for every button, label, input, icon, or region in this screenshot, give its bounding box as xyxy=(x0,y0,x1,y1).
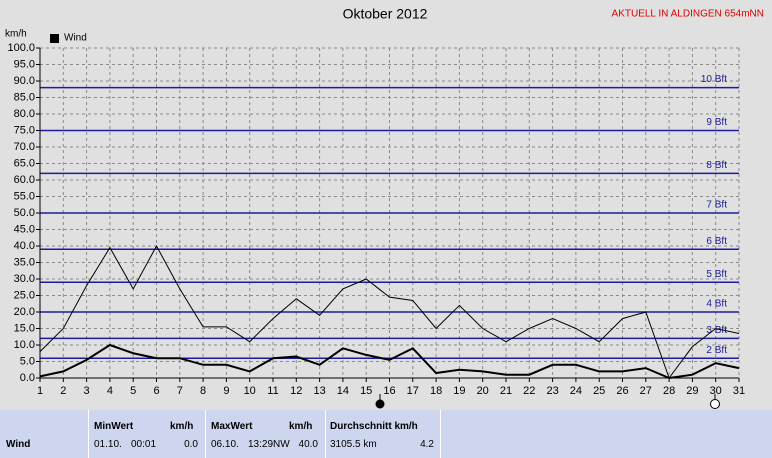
chart: Oktober 2012 AKTUELL IN ALDINGEN 654mNN … xyxy=(5,6,764,409)
x-tick-label: 6 xyxy=(153,385,159,397)
beaufort-label: 4 Bft xyxy=(706,299,727,310)
y-tick-label: 45.0 xyxy=(14,223,35,235)
table-cell: 0.0 xyxy=(184,439,198,450)
x-tick-label: 13 xyxy=(313,385,325,397)
table-separator xyxy=(205,410,206,458)
y-tick-label: 25.0 xyxy=(14,289,35,301)
y-tick-label: 95.0 xyxy=(14,58,35,70)
y-tick-label: 0.0 xyxy=(20,372,35,384)
x-tick-label: 16 xyxy=(383,385,395,397)
x-tick-label: 15 xyxy=(360,385,372,397)
row-label: Wind xyxy=(6,439,31,450)
x-tick-label: 14 xyxy=(337,385,349,397)
y-tick-label: 30.0 xyxy=(14,273,35,285)
y-tick-label: 90.0 xyxy=(14,75,35,87)
stats-table: MinWert km/h MaxWert km/h Durchschnitt k… xyxy=(0,410,772,458)
x-tick-label: 18 xyxy=(430,385,442,397)
new-moon-icon xyxy=(710,399,720,409)
table-cell: 4.2 xyxy=(420,439,434,450)
x-tick-label: 24 xyxy=(570,385,582,397)
beaufort-label: 7 Bft xyxy=(706,200,727,211)
full-moon-icon xyxy=(375,399,385,409)
y-tick-label: 75.0 xyxy=(14,124,35,136)
y-axis-label: km/h xyxy=(5,29,27,40)
x-tick-label: 10 xyxy=(244,385,256,397)
table-cell: 01.10. xyxy=(94,439,122,450)
x-tick-label: 8 xyxy=(200,385,206,397)
chart-title: Oktober 2012 xyxy=(343,6,428,22)
y-tick-label: 20.0 xyxy=(14,306,35,318)
x-tick-label: 5 xyxy=(130,385,136,397)
x-tick-label: 19 xyxy=(453,385,465,397)
y-tick-label: 65.0 xyxy=(14,157,35,169)
table-cell: 00:01 xyxy=(131,439,157,450)
x-tick-label: 17 xyxy=(407,385,419,397)
y-tick-label: 100.0 xyxy=(7,42,35,54)
table-header: km/h xyxy=(170,421,194,432)
legend-swatch xyxy=(50,34,59,43)
x-tick-label: 25 xyxy=(593,385,605,397)
table-cell: 13:29NW xyxy=(248,439,290,450)
y-tick-label: 5.0 xyxy=(20,355,35,367)
x-tick-label: 27 xyxy=(640,385,652,397)
table-separator xyxy=(440,410,441,458)
beaufort-label: 10 Bft xyxy=(701,74,727,85)
x-tick-label: 2 xyxy=(60,385,66,397)
station-label: AKTUELL IN ALDINGEN 654mNN xyxy=(612,9,764,20)
wind-line xyxy=(39,244,740,380)
x-tick-label: 4 xyxy=(107,385,113,397)
table-separator xyxy=(88,410,89,458)
y-tick-label: 40.0 xyxy=(14,240,35,252)
x-tick-label: 30 xyxy=(710,385,722,397)
legend-label: Wind xyxy=(64,33,87,44)
y-tick-label: 50.0 xyxy=(14,207,35,219)
y-tick-label: 60.0 xyxy=(14,174,35,186)
y-tick-label: 15.0 xyxy=(14,322,35,334)
beaufort-label: 3 Bft xyxy=(706,325,727,336)
beaufort-label: 8 Bft xyxy=(706,160,727,171)
table-separator xyxy=(325,410,326,458)
y-tick-label: 70.0 xyxy=(14,141,35,153)
x-tick-label: 3 xyxy=(84,385,90,397)
table-cell: 3105.5 km xyxy=(330,439,377,450)
table-header: MinWert xyxy=(94,421,134,432)
x-tick-label: 11 xyxy=(267,385,278,397)
x-tick-label: 9 xyxy=(223,385,229,397)
wind-line xyxy=(39,343,740,380)
y-tick-label: 55.0 xyxy=(14,190,35,202)
table-header: Durchschnitt km/h xyxy=(330,421,418,432)
y-tick-label: 85.0 xyxy=(14,91,35,103)
x-tick-label: 28 xyxy=(663,385,675,397)
x-tick-label: 31 xyxy=(733,385,745,397)
x-tick-label: 21 xyxy=(500,385,512,397)
table-header: MaxWert xyxy=(211,421,253,432)
table-cell: 06.10. xyxy=(211,439,239,450)
x-tick-label: 22 xyxy=(523,385,535,397)
x-tick-label: 23 xyxy=(546,385,558,397)
table-cell: 40.0 xyxy=(298,439,318,450)
x-tick-label: 7 xyxy=(177,385,183,397)
y-tick-label: 80.0 xyxy=(14,108,35,120)
x-tick-label: 29 xyxy=(686,385,698,397)
y-tick-label: 10.0 xyxy=(14,339,35,351)
x-tick-label: 12 xyxy=(290,385,302,397)
beaufort-label: 5 Bft xyxy=(706,269,727,280)
y-tick-label: 35.0 xyxy=(14,256,35,268)
x-tick-label: 26 xyxy=(616,385,628,397)
x-tick-label: 1 xyxy=(37,385,43,397)
x-tick-label: 20 xyxy=(477,385,489,397)
beaufort-label: 9 Bft xyxy=(706,117,727,128)
table-header: km/h xyxy=(289,421,313,432)
beaufort-label: 2 Bft xyxy=(706,345,727,356)
beaufort-label: 6 Bft xyxy=(706,236,727,247)
